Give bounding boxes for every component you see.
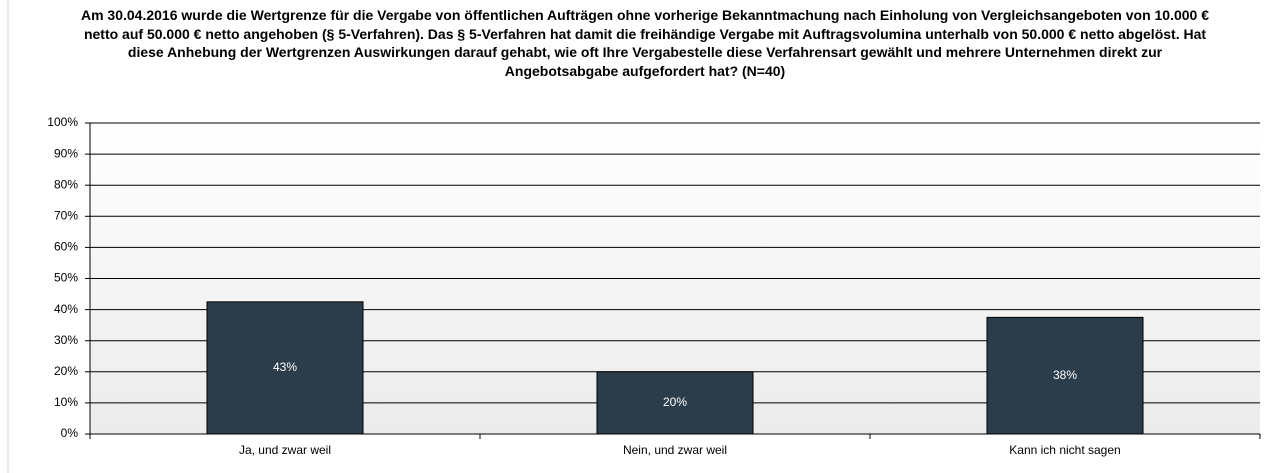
y-tick-label: 30%	[54, 333, 78, 347]
y-tick-label: 40%	[54, 302, 78, 316]
bar	[986, 316, 1144, 435]
y-tick-label: 80%	[54, 177, 78, 191]
value-label: 38%	[1053, 368, 1077, 382]
bar	[206, 301, 364, 435]
value-label: 20%	[663, 395, 687, 409]
value-label: 43%	[273, 360, 297, 374]
y-tick-label: 20%	[54, 364, 78, 378]
y-tick-label: 90%	[54, 146, 78, 160]
y-tick-label: 60%	[54, 240, 78, 254]
y-tick-label: 70%	[54, 208, 78, 222]
y-tick-label: 50%	[54, 271, 78, 285]
bar	[596, 371, 754, 435]
chart-title: Am 30.04.2016 wurde die Wertgrenze für d…	[80, 7, 1210, 79]
y-tick-label: 10%	[54, 395, 78, 409]
x-tick-label: Kann ich nicht sagen	[1009, 443, 1120, 457]
y-tick-label: 0%	[61, 426, 79, 440]
x-tick-label: Ja, und zwar weil	[239, 443, 331, 457]
x-tick-label: Nein, und zwar weil	[623, 443, 727, 457]
y-tick-label: 100%	[47, 115, 78, 129]
